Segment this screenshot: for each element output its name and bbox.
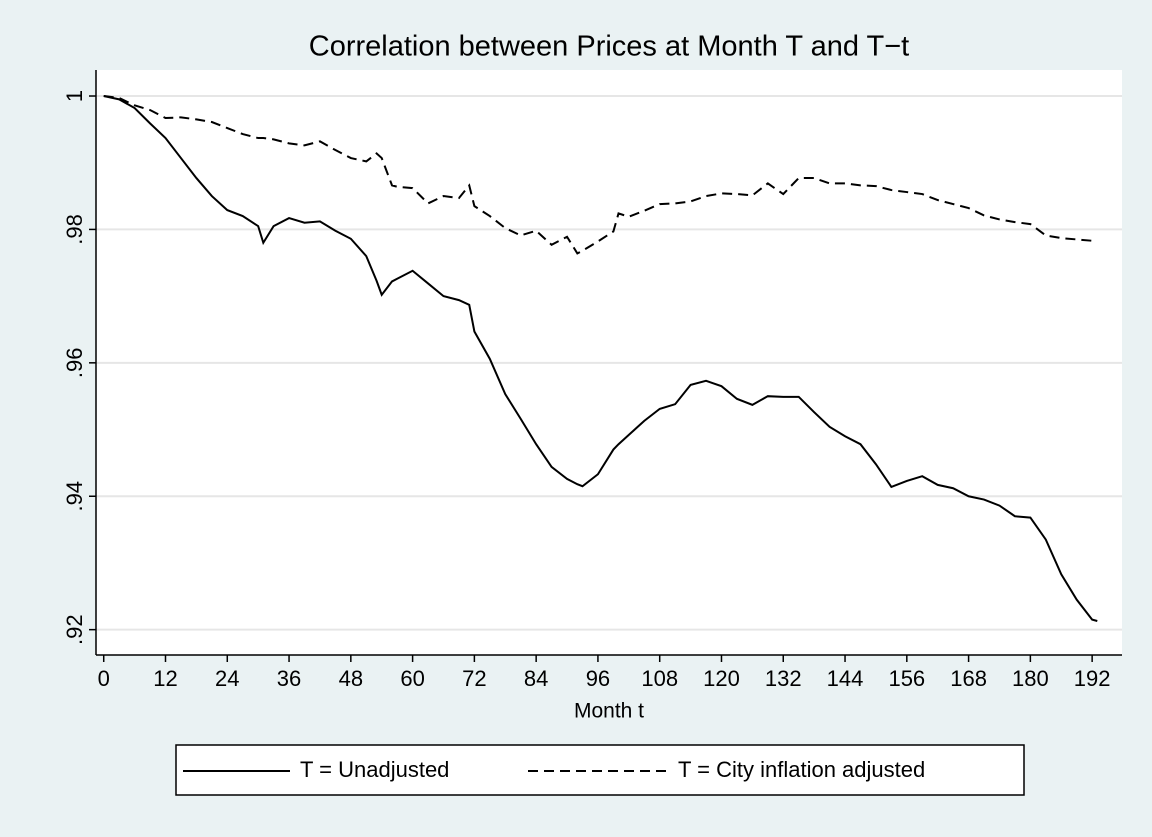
x-tick-label: 12 [153, 666, 177, 691]
x-tick-label: 180 [1012, 666, 1049, 691]
y-tick-label: 1 [62, 90, 87, 102]
x-tick-label: 48 [339, 666, 363, 691]
x-tick-label: 144 [827, 666, 864, 691]
y-tick-label: .92 [62, 614, 87, 645]
x-tick-label: 108 [641, 666, 678, 691]
legend-label: T = Unadjusted [300, 757, 449, 782]
series-line [103, 95, 1098, 255]
y-tick-label: .98 [62, 214, 87, 245]
y-tick-label: .96 [62, 348, 87, 379]
y-tick-label: .94 [62, 481, 87, 512]
x-tick-label: 72 [462, 666, 486, 691]
series-line [103, 95, 1098, 622]
x-tick-label: 132 [765, 666, 802, 691]
x-tick-label: 24 [215, 666, 239, 691]
x-tick-label: 60 [400, 666, 424, 691]
x-tick-label: 156 [888, 666, 925, 691]
x-tick-label: 168 [950, 666, 987, 691]
x-tick-label: 192 [1074, 666, 1111, 691]
chart-title: Correlation between Prices at Month T an… [309, 31, 909, 63]
x-tick-label: 36 [277, 666, 301, 691]
legend-label: T = City inflation adjusted [678, 757, 925, 782]
x-axis-label: Month t [574, 700, 644, 723]
x-tick-label: 96 [586, 666, 610, 691]
x-tick-label: 120 [703, 666, 740, 691]
x-tick-label: 0 [98, 666, 110, 691]
x-tick-label: 84 [524, 666, 548, 691]
